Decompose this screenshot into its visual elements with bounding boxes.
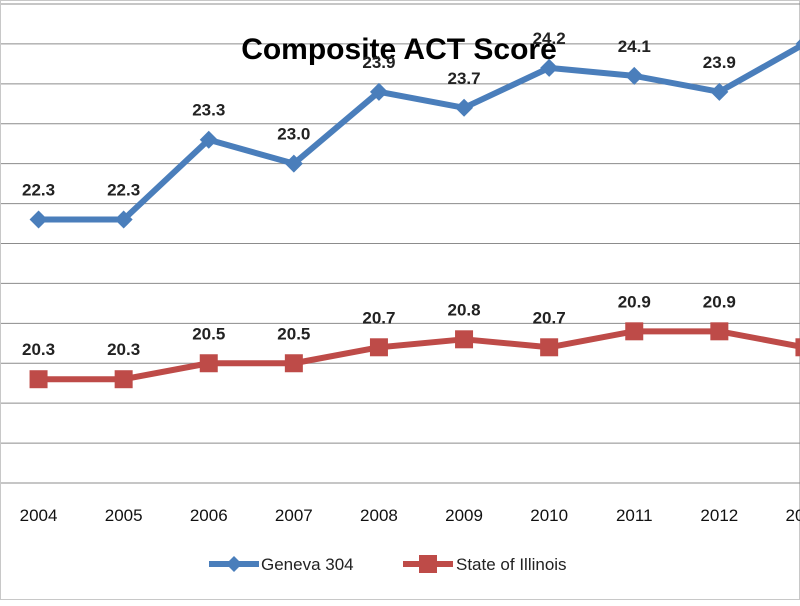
data-point-geneva-304 — [199, 130, 218, 149]
data-label-geneva-304: 23.9 — [362, 53, 395, 72]
data-label-layer: 22.3 22.3 23.3 23.0 23.9 23.7 24.2 24.1 23.9 20.3… — [22, 29, 736, 359]
data-point-state-of-illinois — [284, 354, 303, 373]
data-label-geneva-304: 23.7 — [448, 69, 481, 88]
x-tick-label: 2008 — [360, 506, 398, 525]
data-label-state-of-illinois: 20.3 — [107, 340, 140, 359]
data-point-geneva-304 — [795, 39, 800, 49]
legend-geneva-marker — [226, 556, 242, 572]
x-tick-label: 2004 — [20, 506, 58, 525]
data-label-geneva-304: 23.0 — [277, 125, 310, 144]
data-point-geneva-304 — [540, 58, 559, 77]
legend-illinois-marker — [419, 555, 437, 573]
data-label-geneva-304: 22.3 — [107, 181, 140, 200]
x-tick-label: 2013 — [786, 506, 800, 525]
data-point-state-of-illinois — [369, 338, 388, 357]
x-tick-label: 2009 — [445, 506, 483, 525]
data-label-geneva-304: 22.3 — [22, 181, 55, 200]
data-label-geneva-304: 24.1 — [618, 37, 651, 56]
legend: Geneva 304 State of Illinois — [209, 555, 567, 574]
data-point-geneva-304 — [455, 98, 474, 117]
series-line-geneva-304 — [38, 42, 800, 223]
data-label-geneva-304: 23.3 — [192, 101, 225, 120]
x-tick-label: 2007 — [275, 506, 313, 525]
data-point-geneva-304 — [710, 82, 729, 101]
data-point-state-of-illinois — [29, 370, 48, 389]
data-label-state-of-illinois: 20.5 — [192, 324, 225, 343]
data-point-state-of-illinois — [795, 338, 800, 357]
data-label-state-of-illinois: 20.8 — [448, 300, 481, 319]
data-label-state-of-illinois: 20.9 — [703, 292, 736, 311]
data-point-state-of-illinois — [114, 370, 133, 389]
data-point-geneva-304 — [284, 154, 303, 173]
data-point-state-of-illinois — [455, 330, 474, 349]
data-point-geneva-304 — [114, 210, 133, 229]
x-tick-label: 2006 — [190, 506, 228, 525]
data-label-geneva-304: 23.9 — [703, 53, 736, 72]
data-label-state-of-illinois: 20.7 — [362, 308, 395, 327]
legend-illinois-label: State of Illinois — [456, 555, 567, 574]
data-point-geneva-304 — [625, 66, 644, 85]
legend-geneva-label: Geneva 304 — [261, 555, 354, 574]
data-point-geneva-304 — [29, 210, 48, 229]
data-label-state-of-illinois: 20.7 — [533, 308, 566, 327]
x-tick-label: 2005 — [105, 506, 143, 525]
x-tick-label: 2012 — [700, 506, 738, 525]
data-label-state-of-illinois: 20.5 — [277, 324, 310, 343]
data-point-state-of-illinois — [625, 322, 644, 341]
data-point-state-of-illinois — [199, 354, 218, 373]
data-point-state-of-illinois — [710, 322, 729, 341]
data-label-geneva-304: 24.2 — [533, 29, 566, 48]
data-label-state-of-illinois: 20.9 — [618, 292, 651, 311]
x-tick-label: 2011 — [616, 506, 653, 525]
series-line-state-of-illinois — [38, 328, 800, 383]
data-label-state-of-illinois: 20.3 — [22, 340, 55, 359]
data-point-state-of-illinois — [540, 338, 559, 357]
grid-layer — [1, 3, 800, 484]
series-layer — [29, 39, 800, 389]
chart-title: Composite ACT Score — [241, 33, 557, 66]
x-axis-ticks: 2004 2005 2006 2007 2008 2009 2010 2011 2012 2013 — [20, 506, 800, 525]
data-point-geneva-304 — [369, 82, 388, 101]
x-tick-label: 2010 — [530, 506, 568, 525]
